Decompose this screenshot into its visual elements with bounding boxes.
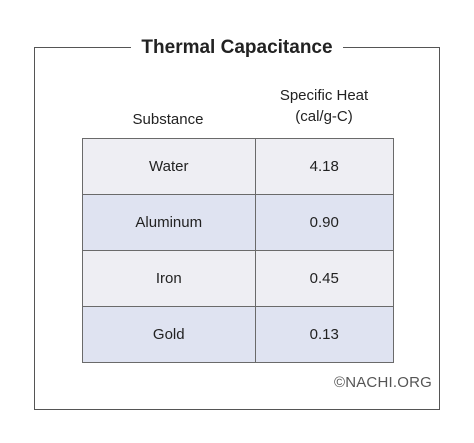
page-title: Thermal Capacitance: [131, 34, 343, 62]
table-row: Iron 0.45: [82, 250, 394, 307]
specific-heat-cell: 4.18: [254, 138, 394, 195]
table-row: Aluminum 0.90: [82, 194, 394, 251]
column-header-specific-heat-unit: (cal/g-C): [295, 108, 353, 125]
column-header-substance: Substance: [132, 111, 204, 128]
specific-heat-cell: 0.90: [254, 194, 394, 251]
credit-watermark: ©NACHI.ORG: [333, 374, 432, 391]
specific-heat-cell: 0.13: [254, 306, 394, 363]
column-header-specific-heat-line1: Specific Heat: [279, 87, 369, 104]
column-header-specific-heat: Specific Heat (cal/g-C): [254, 85, 394, 127]
table-row: Gold 0.13: [82, 306, 394, 363]
substance-cell: Water: [82, 138, 256, 195]
substance-cell: Aluminum: [82, 194, 256, 251]
title-container: Thermal Capacitance: [0, 34, 474, 62]
table-row: Water 4.18: [82, 138, 394, 195]
substance-cell: Gold: [82, 306, 256, 363]
substance-cell: Iron: [82, 250, 256, 307]
specific-heat-table: Water 4.18 Aluminum 0.90 Iron 0.45 Gold …: [82, 138, 394, 363]
specific-heat-cell: 0.45: [254, 250, 394, 307]
